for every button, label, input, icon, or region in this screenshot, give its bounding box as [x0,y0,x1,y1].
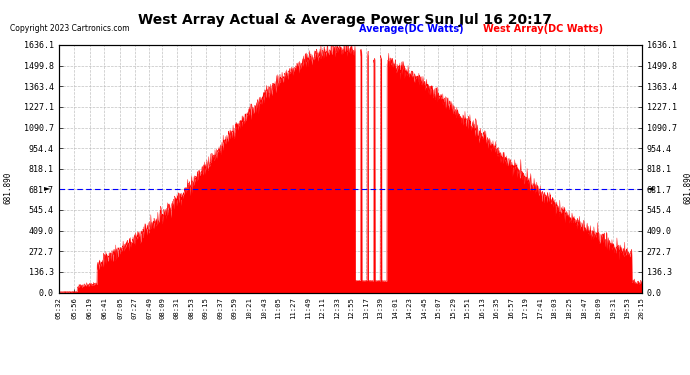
Text: ◄: ◄ [647,183,653,192]
Text: Copyright 2023 Cartronics.com: Copyright 2023 Cartronics.com [10,24,130,33]
Text: 681.890: 681.890 [3,171,13,204]
Text: West Array(DC Watts): West Array(DC Watts) [483,24,603,34]
Text: ►: ► [44,183,50,192]
Text: Average(DC Watts): Average(DC Watts) [359,24,464,34]
Text: West Array Actual & Average Power Sun Jul 16 20:17: West Array Actual & Average Power Sun Ju… [138,13,552,27]
Text: 681.890: 681.890 [683,171,690,204]
